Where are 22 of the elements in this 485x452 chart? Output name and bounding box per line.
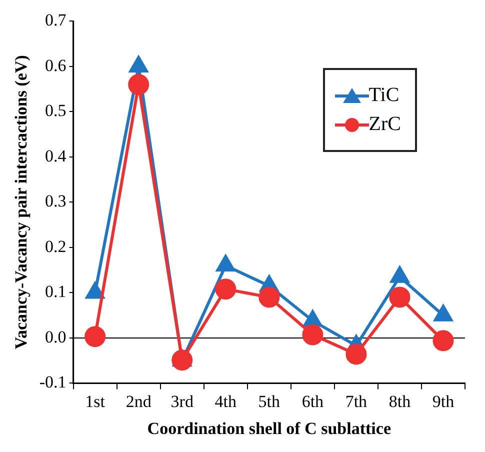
y-tick-label: 0.6 [45, 56, 66, 75]
legend-label: TiC [368, 84, 400, 107]
x-tick-label: 8th [388, 392, 412, 411]
x-tick-label: 1st [85, 392, 106, 411]
y-tick-label: 0.0 [45, 327, 66, 346]
y-tick-label: 0.7 [45, 10, 67, 30]
x-tick-label: 2nd [126, 392, 152, 411]
x-tick-label: 9th [432, 392, 455, 411]
x-tick-label: 6th [302, 392, 324, 411]
y-tick-label: 0.3 [45, 192, 66, 211]
y-axis-title: Vacancy-Vacancy pair intercactions (eV) [12, 55, 31, 350]
x-tick-label: 3rd [170, 392, 194, 411]
x-axis-title: Coordination shell of C sublattice [147, 419, 392, 438]
y-tick-label: -0.1 [39, 372, 66, 392]
x-tick-label: 4th [214, 392, 237, 411]
x-tick-label: 7th [345, 392, 368, 411]
x-tick-label: 5th [258, 392, 281, 411]
y-tick-label: 0.1 [45, 282, 66, 302]
y-tick-label: 0.4 [45, 146, 67, 166]
legend-label: ZrC [368, 113, 401, 136]
y-tick-label: 0.5 [45, 101, 66, 120]
y-tick-label: 0.2 [45, 236, 66, 256]
